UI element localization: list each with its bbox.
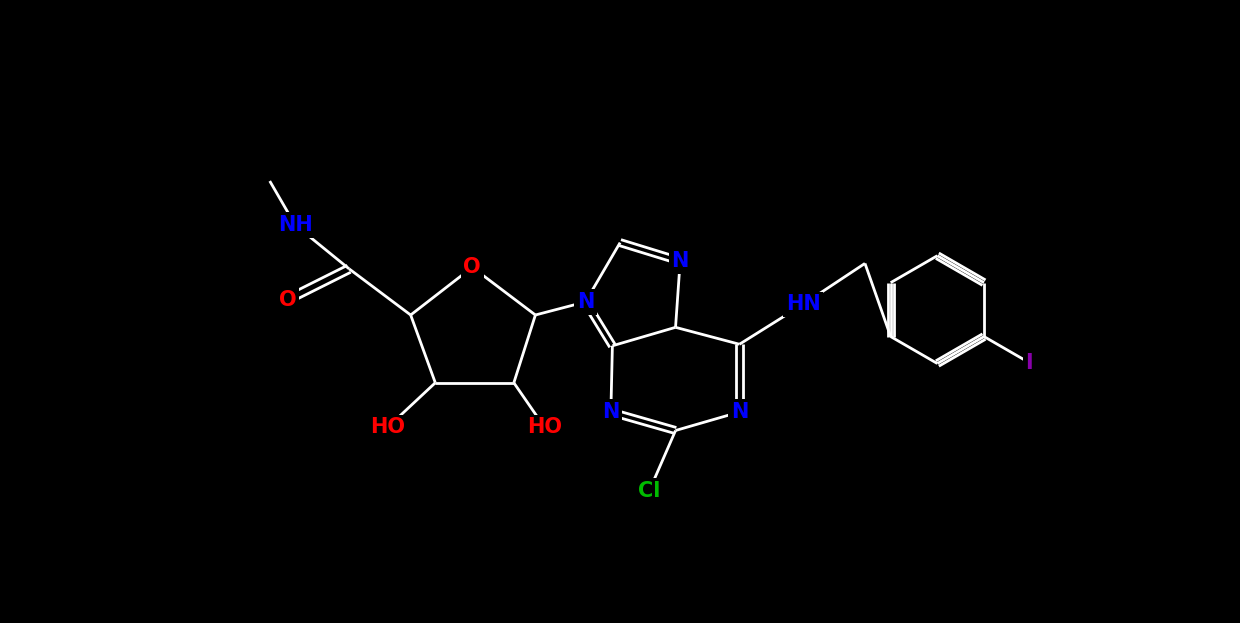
Text: HN: HN [786,294,821,314]
Text: I: I [1025,353,1033,373]
Text: N: N [672,251,689,271]
Text: Cl: Cl [639,480,661,500]
Text: NH: NH [278,215,312,235]
Text: O: O [279,290,296,310]
Text: N: N [603,402,620,422]
Text: N: N [730,402,748,422]
Text: N: N [577,292,594,312]
Text: O: O [464,257,481,277]
Text: HO: HO [527,417,562,437]
Text: HO: HO [370,417,405,437]
